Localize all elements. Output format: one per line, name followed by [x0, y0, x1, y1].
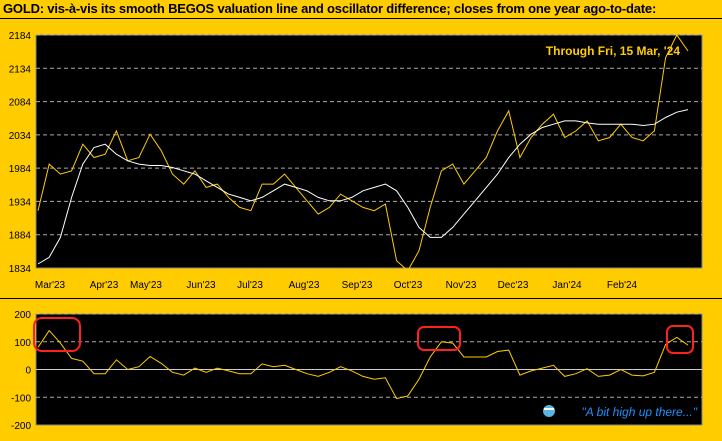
y-tick-label: 1984	[9, 164, 32, 175]
y-tick-label: 2034	[9, 131, 32, 142]
series-line-gold-minus-valuation	[37, 329, 689, 400]
y-tick-label: 2084	[9, 98, 32, 109]
series-line-gold-close	[37, 34, 689, 272]
highlight-box	[666, 325, 694, 354]
x-tick-label: Apr'23	[90, 280, 119, 291]
y-tick-label: -100	[11, 393, 31, 404]
series-line-begos-valuation	[37, 109, 689, 265]
y-tick-label: 1834	[9, 264, 32, 275]
y-tick-label: 0	[25, 366, 31, 377]
y-tick-label: 2184	[9, 31, 32, 42]
x-tick-label: Jun'23	[186, 280, 216, 291]
highlight-box	[33, 317, 81, 352]
chart-title: GOLD: vis-à-vis its smooth BEGOS valuati…	[3, 1, 657, 16]
y-tick-label: 100	[14, 338, 31, 349]
x-tick-label: Mar'23	[35, 280, 66, 291]
x-tick-label: Nov'23	[446, 280, 477, 291]
y-tick-label: 200	[14, 310, 31, 321]
y-tick-label: 2134	[9, 64, 32, 75]
x-tick-label: May'23	[130, 280, 162, 291]
x-tick-label: Jan'24	[552, 280, 582, 291]
price-plot-area	[35, 34, 703, 269]
through-date-label: Through Fri, 15 Mar, '24	[546, 44, 681, 58]
x-tick-label: Sep'23	[342, 280, 373, 291]
commentary-quote: "A bit high up there..."	[582, 405, 698, 419]
x-tick-label: Jul'23	[237, 280, 263, 291]
y-tick-label: 1884	[9, 231, 32, 242]
x-tick-label: Aug'23	[289, 280, 320, 291]
x-tick-label: Dec'23	[498, 280, 529, 291]
x-tick-label: Feb'24	[607, 280, 638, 291]
title-divider	[0, 18, 722, 19]
y-tick-label: 1934	[9, 197, 32, 208]
highlight-boxes	[33, 317, 694, 354]
panel-divider	[0, 298, 722, 299]
y-tick-label: -200	[11, 421, 31, 432]
x-tick-label: Oct'23	[394, 280, 423, 291]
highlight-box	[417, 326, 461, 351]
face-icon	[543, 405, 555, 417]
